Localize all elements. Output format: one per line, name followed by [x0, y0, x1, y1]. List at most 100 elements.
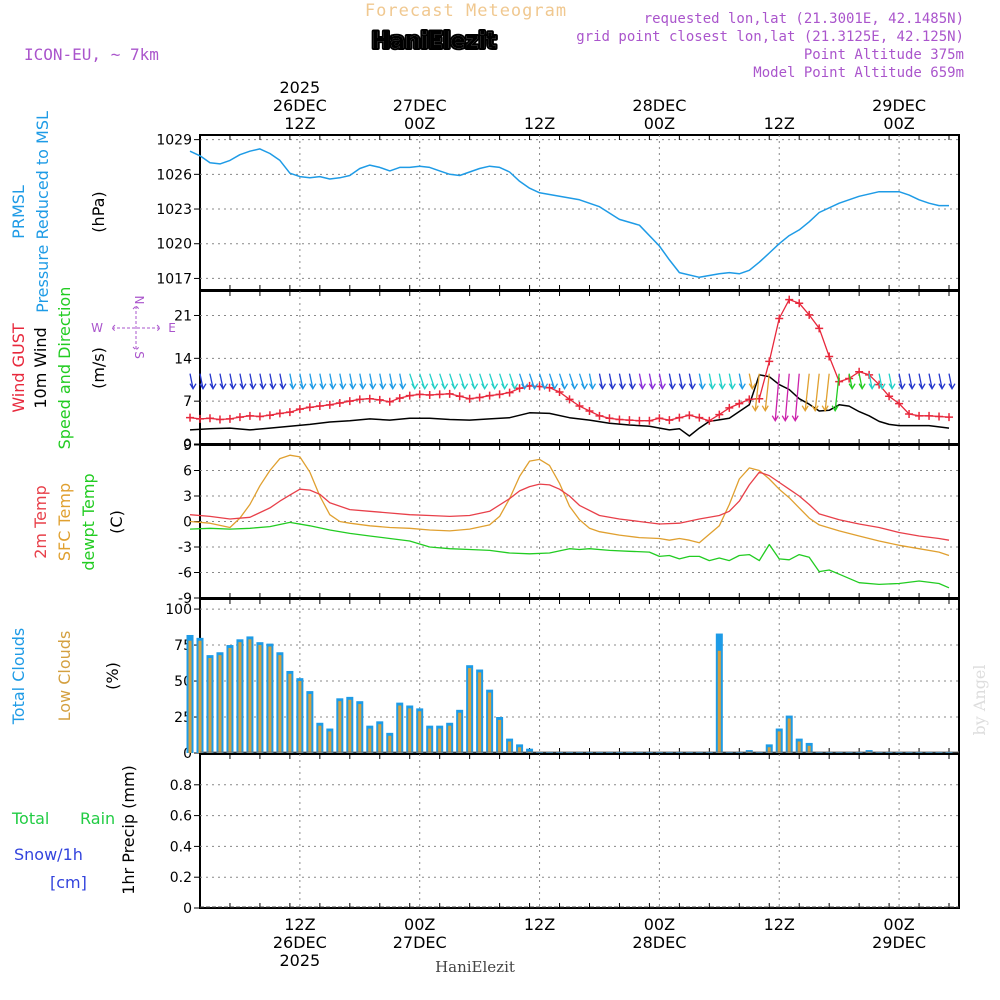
- precip-rain-label: Rain: [80, 809, 115, 828]
- wind-direction-arrow: [668, 373, 676, 390]
- wind-direction-arrow: [508, 373, 519, 390]
- wind-unit-label: (m/s): [89, 347, 108, 389]
- wind-direction-arrow: [761, 373, 770, 412]
- wind-direction-arrow: [249, 373, 257, 390]
- wind-direction-arrow: [229, 373, 237, 390]
- gust-marker: [735, 399, 744, 408]
- gust-marker: [375, 395, 384, 404]
- wind-speed-dir-label: Speed and Direction: [55, 287, 74, 450]
- wind-direction-arrow: [409, 373, 419, 390]
- wind-direction-arrow: [868, 373, 876, 390]
- gust-marker: [215, 415, 224, 424]
- low-cloud-bar: [338, 701, 342, 753]
- wind-direction-arrow: [349, 373, 357, 390]
- top-time-label: 28DEC: [632, 96, 686, 115]
- wind-direction-arrow: [369, 373, 377, 390]
- low-cloud-bar: [448, 725, 452, 753]
- wind-direction-arrow: [419, 373, 429, 390]
- gust-marker: [205, 414, 214, 423]
- wind-direction-arrow: [938, 373, 946, 390]
- wind-direction-arrow: [888, 373, 896, 390]
- wind-direction-arrow: [209, 373, 217, 390]
- wind-direction-arrow: [199, 373, 207, 390]
- wind-direction-arrow: [858, 373, 866, 390]
- gust-marker: [605, 414, 614, 423]
- wind-direction-arrow: [908, 373, 916, 390]
- compass-arrows: [111, 305, 161, 351]
- ytick-label-temperature: 6: [183, 464, 192, 480]
- ytick-label-temperature: 0: [183, 515, 192, 531]
- model-label: ICON-EU, ~ 7km: [24, 45, 159, 64]
- wind-speed-line: [189, 374, 950, 437]
- low-cloud-bar: [288, 673, 292, 753]
- temp-2m-line: [189, 471, 950, 541]
- top-time-label: 2025: [280, 78, 321, 97]
- ytick-label-clouds: 100: [165, 602, 192, 618]
- gust-marker: [275, 409, 284, 418]
- footer-location: HaniElezit: [435, 958, 515, 976]
- gust-marker: [585, 406, 594, 415]
- bottom-time-label: 29DEC: [872, 933, 926, 952]
- gust-marker: [385, 397, 394, 406]
- low-cloud-bar: [408, 708, 412, 753]
- pressure-unit-label: (hPa): [89, 191, 108, 232]
- precip-unit-label: 1hr Precip (mm): [119, 765, 138, 895]
- gust-marker: [705, 416, 714, 425]
- gust-marker: [315, 402, 324, 411]
- wind-direction-arrow: [528, 373, 539, 390]
- gust-marker: [445, 389, 454, 398]
- pressure-label-msl: Pressure Reduced to MSL: [33, 111, 52, 313]
- bottom-time-label: 12Z: [284, 915, 315, 934]
- bottom-time-label: 28DEC: [632, 933, 686, 952]
- low-cloud-bar: [368, 728, 372, 753]
- ytick-label-wind: 0: [183, 437, 192, 453]
- model-altitude: Model Point Altitude 659m: [753, 65, 964, 81]
- wind-direction-arrow: [399, 373, 407, 390]
- gust-marker: [575, 402, 584, 411]
- wind-direction-arrow: [459, 373, 469, 390]
- ytick-label-temperature: 3: [183, 489, 192, 505]
- low-cloud-bar: [248, 639, 252, 753]
- gust-marker: [196, 414, 204, 423]
- compass-west: W: [91, 321, 103, 335]
- compass-south: S: [132, 351, 146, 359]
- total-cloud-bar: [526, 748, 534, 753]
- location-title-outline: HaniElezit: [372, 29, 497, 54]
- wind-direction-arrow: [878, 373, 886, 390]
- bottom-time-label: 26DEC: [273, 933, 327, 952]
- bottom-time-label: 12Z: [764, 915, 795, 934]
- wind-direction-arrow: [259, 373, 267, 390]
- temp-2m-label: 2m Temp: [31, 485, 50, 559]
- wind-direction-arrow: [598, 373, 607, 390]
- wind-direction-arrow: [638, 373, 646, 390]
- gust-marker: [645, 416, 654, 425]
- low-cloud-bar: [428, 728, 432, 753]
- wind-direction-arrow: [299, 373, 307, 390]
- low-cloud-bar: [468, 668, 472, 753]
- gust-marker: [905, 410, 914, 419]
- ytick-label-precip: 0.6: [170, 809, 192, 825]
- gust-marker: [255, 412, 264, 421]
- wind-10m-label: 10m Wind: [31, 327, 50, 408]
- grid-point-coords: grid point closest lon,lat (21.3125E, 42…: [576, 29, 964, 45]
- gust-marker: [785, 295, 794, 304]
- low-cloud-bar: [767, 747, 771, 753]
- wind-direction-arrow: [219, 373, 227, 390]
- low-cloud-bar: [438, 728, 442, 753]
- total-clouds-label: Total Clouds: [9, 628, 28, 726]
- gust-marker: [715, 410, 724, 419]
- panel-frame-precip: [199, 753, 960, 909]
- top-time-label: 00Z: [644, 114, 675, 133]
- low-cloud-bar: [218, 655, 222, 753]
- gust-marker: [235, 413, 244, 422]
- wind-direction-arrow: [791, 373, 800, 422]
- gust-marker: [265, 411, 274, 420]
- wind-direction-arrow: [289, 373, 297, 390]
- wind-direction-arrow: [588, 373, 597, 390]
- wind-direction-arrow: [648, 373, 656, 390]
- chart-super-title: Forecast Meteogram: [365, 1, 567, 21]
- gust-marker: [935, 412, 944, 421]
- wind-direction-arrow: [449, 373, 459, 390]
- ytick-label-pressure: 1026: [156, 167, 192, 183]
- gust-marker: [485, 391, 494, 400]
